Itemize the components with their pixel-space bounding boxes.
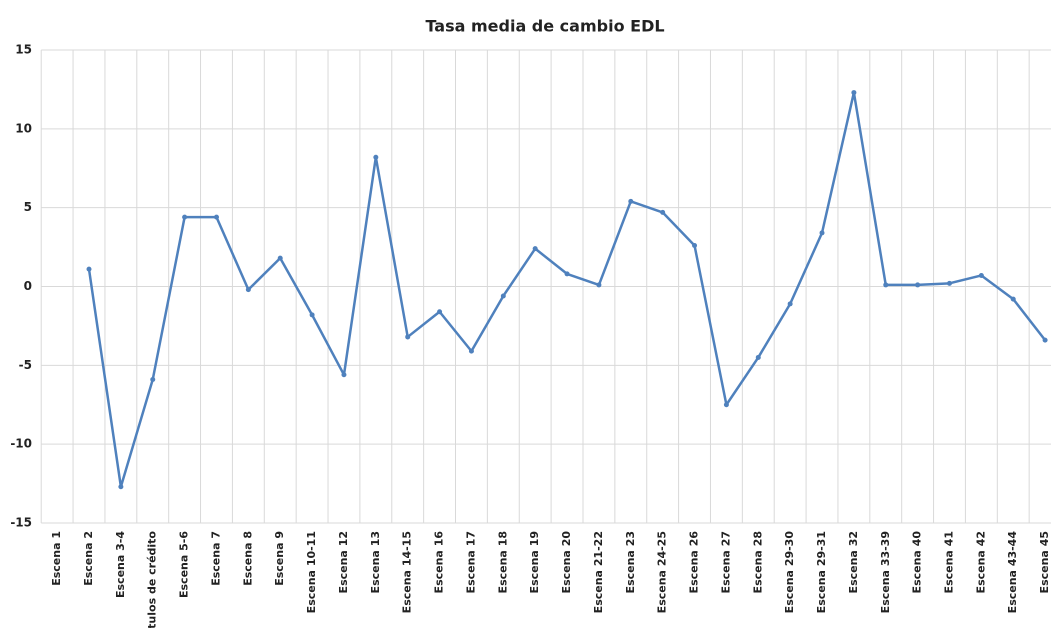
data-point <box>500 293 506 299</box>
x-tick-label: Escena 28 <box>751 531 764 593</box>
data-point <box>946 280 952 286</box>
data-point <box>564 271 570 277</box>
chart-title: Tasa media de cambio EDL <box>425 17 664 36</box>
data-point <box>245 287 251 293</box>
data-point <box>787 301 793 307</box>
x-tick-label: Escena 26 <box>688 531 701 594</box>
data-point <box>150 377 156 383</box>
y-tick-label: -5 <box>19 358 32 372</box>
data-point <box>405 334 411 340</box>
data-point <box>819 230 825 236</box>
data-point <box>692 243 698 249</box>
data-point <box>1010 296 1016 302</box>
data-point <box>596 282 602 288</box>
x-tick-label: Escena 29-30 <box>783 531 796 614</box>
x-tick-label: Escena 40 <box>911 531 924 594</box>
x-tick-label: Escena 2 <box>82 531 95 586</box>
data-point <box>660 209 666 215</box>
data-point <box>628 198 634 204</box>
x-tick-label: Escena 10-11 <box>305 531 318 613</box>
y-tick-label: 5 <box>24 200 32 214</box>
y-tick-label: -10 <box>10 437 32 451</box>
data-point <box>373 154 379 160</box>
x-tick-label: Escena 5-6 <box>178 531 191 598</box>
data-point <box>118 484 124 490</box>
data-point <box>86 266 92 272</box>
x-tick-label: Escena 7 <box>209 531 222 586</box>
data-point <box>1042 337 1048 343</box>
data-point <box>883 282 889 288</box>
x-tick-label: Escena 18 <box>496 531 509 593</box>
data-point <box>341 372 347 378</box>
data-point <box>915 282 921 288</box>
x-tick-label: Escena 1 <box>50 531 63 586</box>
x-tick-label: Escena 41 <box>942 531 955 593</box>
y-tick-label: -15 <box>10 516 32 530</box>
data-point <box>755 354 761 360</box>
x-tick-label: Escena 42 <box>974 531 987 593</box>
x-tick-label: Escena 29-31 <box>815 531 828 613</box>
x-tick-label: Escena 9 <box>273 531 286 586</box>
data-point <box>309 312 315 318</box>
data-point <box>437 309 443 315</box>
x-tick-label: Escena 45 <box>1038 531 1051 593</box>
x-tick-label: Escena 24-25 <box>656 531 669 613</box>
y-tick-label: 10 <box>15 121 32 135</box>
y-tick-label: 0 <box>24 279 32 293</box>
x-tick-label: Escena 43-44 <box>1006 531 1019 614</box>
data-point <box>532 246 538 252</box>
x-tick-label: Escena 12 <box>337 531 350 593</box>
x-tick-label: Escena 17 <box>464 531 477 593</box>
x-tick-label: Escena 8 <box>241 531 254 586</box>
y-tick-label: 15 <box>15 43 32 57</box>
data-point <box>468 348 474 354</box>
x-tick-label: Escena 3-4 <box>114 531 127 598</box>
x-tick-label: Escena 27 <box>719 531 732 593</box>
x-tick-label: Títulos de crédito <box>146 531 159 628</box>
x-tick-label: Escena 23 <box>624 531 637 593</box>
x-tick-label: Escena 33-39 <box>879 531 892 613</box>
x-tick-label: Escena 21-22 <box>592 531 605 613</box>
data-point <box>213 214 219 220</box>
data-point <box>182 214 188 220</box>
x-tick-label: Escena 14-15 <box>401 531 414 613</box>
x-tick-label: Escena 32 <box>847 531 860 593</box>
x-tick-label: Escena 19 <box>528 531 541 593</box>
data-point <box>723 402 729 408</box>
x-tick-label: Escena 20 <box>560 531 573 594</box>
data-point <box>978 272 984 278</box>
x-tick-label: Escena 13 <box>369 531 382 593</box>
data-point <box>851 90 857 96</box>
x-tick-label: Escena 16 <box>433 531 446 594</box>
data-point <box>277 255 283 261</box>
